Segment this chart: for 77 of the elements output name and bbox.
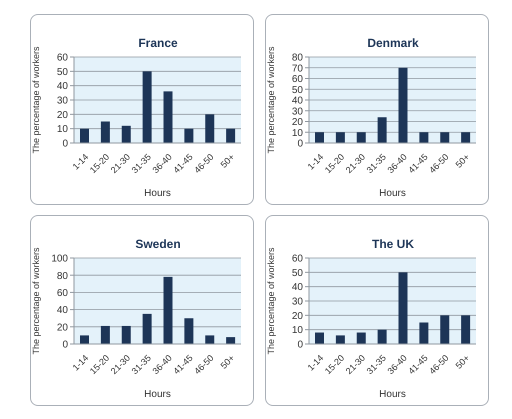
x-axis-title: Hours: [144, 188, 171, 199]
bar: [142, 314, 152, 344]
bar: [461, 132, 470, 143]
y-tick-label: 20: [56, 110, 68, 121]
bar: [398, 272, 408, 344]
y-tick-label: 60: [292, 74, 304, 86]
y-tick-label: 10: [292, 128, 304, 139]
bar: [440, 132, 450, 143]
y-tick-label: 50: [56, 66, 68, 78]
bar: [80, 335, 89, 344]
y-tick-label: 50: [292, 268, 304, 279]
x-axis-title: Hours: [379, 188, 406, 199]
x-tick-label: 50+: [454, 152, 472, 170]
bar: [205, 335, 214, 344]
y-tick-label: 0: [297, 138, 304, 150]
chart-title: Sweden: [134, 237, 182, 251]
y-tick-label: 40: [292, 96, 304, 107]
bar: [142, 71, 152, 143]
y-tick-label: 60: [56, 52, 68, 64]
y-axis-title: The percentage of workers: [31, 46, 42, 154]
y-tick-label: 30: [56, 96, 68, 107]
bar: [419, 132, 428, 143]
bar: [100, 122, 110, 143]
bar: [378, 330, 387, 344]
y-axis-title: The percentage of workers: [266, 46, 276, 154]
x-tick-label: 50+: [454, 352, 472, 371]
y-tick-label: 60: [56, 288, 68, 299]
bar: [184, 318, 194, 344]
bar: [164, 276, 172, 344]
bar: [398, 68, 408, 143]
bar: [164, 91, 172, 143]
bar: [122, 126, 131, 143]
y-tick-label: 60: [292, 254, 304, 265]
bar: [226, 128, 236, 143]
bar: [336, 132, 345, 143]
bar: [356, 132, 366, 143]
bar: [336, 335, 345, 344]
y-tick-label: 0: [62, 138, 68, 150]
bar: [378, 117, 387, 143]
y-tick-label: 40: [56, 305, 68, 316]
bar: [419, 322, 428, 344]
bar: [122, 326, 131, 344]
bar: [205, 114, 214, 143]
x-axis-title: Hours: [144, 389, 171, 400]
bar: [100, 326, 110, 344]
y-tick-label: 20: [292, 310, 304, 322]
chart-title: France: [137, 36, 179, 50]
y-tick-label: 0: [62, 340, 68, 351]
y-tick-label: 20: [292, 117, 304, 128]
bar: [315, 132, 324, 143]
y-tick-label: 0: [297, 340, 304, 351]
bar: [356, 332, 366, 344]
bar: [184, 128, 194, 143]
y-tick-label: 10: [292, 325, 304, 336]
bar: [80, 128, 89, 143]
y-tick-label: 20: [56, 322, 68, 334]
y-tick-label: 30: [292, 106, 304, 118]
chart-title: Denmark: [366, 36, 420, 50]
bar: [226, 337, 236, 344]
chart-title: The UK: [371, 237, 415, 251]
x-axis-title: Hours: [379, 389, 406, 400]
bar: [440, 315, 450, 344]
y-tick-label: 80: [292, 52, 304, 64]
y-tick-label: 70: [292, 63, 304, 74]
y-tick-label: 40: [56, 81, 68, 92]
y-tick-label: 80: [56, 270, 68, 282]
bar: [461, 315, 470, 344]
y-axis-title: The percentage of workers: [266, 246, 276, 355]
y-tick-label: 30: [292, 296, 304, 308]
y-tick-label: 50: [292, 84, 304, 96]
x-tick-label: 50+: [218, 152, 236, 170]
y-tick-label: 10: [56, 124, 68, 136]
bar: [315, 332, 324, 344]
x-tick-label: 50+: [218, 352, 236, 371]
y-tick-label: 100: [51, 254, 68, 265]
y-axis-title: The percentage of workers: [31, 246, 42, 355]
y-tick-label: 40: [292, 282, 304, 294]
